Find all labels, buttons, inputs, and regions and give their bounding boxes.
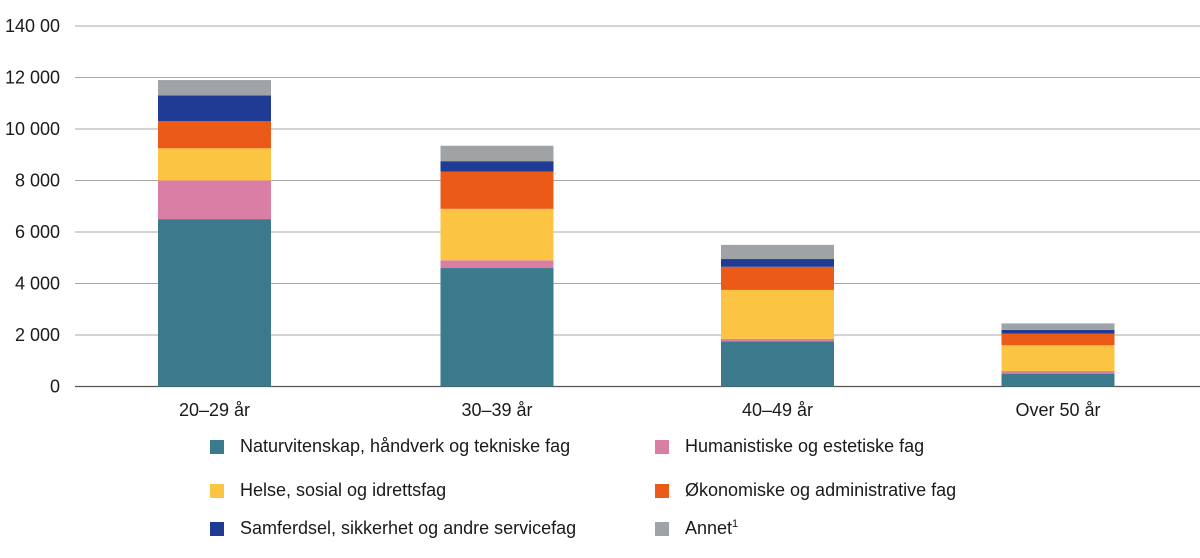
bar-segment xyxy=(158,219,271,387)
y-tick-label: 140 00 xyxy=(5,16,60,36)
legend-label: Helse, sosial og idrettsfag xyxy=(240,480,447,500)
bar-segment xyxy=(1001,329,1115,334)
bar-segment xyxy=(1001,323,1115,330)
x-tick-label: Over 50 år xyxy=(1015,400,1100,420)
bar-segment xyxy=(721,341,834,387)
bar-segment xyxy=(1001,371,1115,374)
y-tick-label: 4 000 xyxy=(15,274,60,294)
legend-item-okonomiske: Økonomiske og administrative fag xyxy=(655,480,956,501)
x-tick-label: 40–49 år xyxy=(742,400,813,420)
legend-swatch xyxy=(210,483,224,498)
y-axis-ticks: 0 2 000 4 000 6 000 8 000 10 000 12 000 140 00 xyxy=(5,16,60,397)
legend-item-helse: Helse, sosial og idrettsfag xyxy=(210,480,446,501)
bar-segment xyxy=(721,289,834,339)
legend-label: Annet1 xyxy=(685,518,738,539)
legend-swatch xyxy=(210,521,224,536)
bar-segment xyxy=(721,259,834,267)
bar-segment xyxy=(440,268,554,387)
y-tick-label: 2 000 xyxy=(15,325,60,345)
x-tick-label: 30–39 år xyxy=(461,400,532,420)
legend-label-text: Annet xyxy=(685,518,733,538)
y-tick-label: 6 000 xyxy=(15,222,60,242)
bar-segment xyxy=(158,80,271,96)
bar-segment xyxy=(440,171,554,209)
bar-segment xyxy=(1001,333,1115,346)
bar-segment xyxy=(440,145,554,162)
legend-label: Naturvitenskap, håndverk og tekniske fag xyxy=(240,436,571,456)
y-tick-label: 10 000 xyxy=(5,119,60,139)
bar-segment xyxy=(158,148,271,181)
legend-swatch xyxy=(655,483,669,498)
legend-label: Økonomiske og administrative fag xyxy=(685,480,957,500)
y-tick-label: 12 000 xyxy=(5,68,60,88)
x-axis-ticks: 20–29 år 30–39 år 40–49 år Over 50 år xyxy=(179,400,1101,420)
bars xyxy=(158,80,1115,387)
bar-segment xyxy=(721,244,834,260)
bar-segment xyxy=(1001,373,1115,387)
legend-footnote: 1 xyxy=(732,518,739,530)
bar-segment xyxy=(440,260,554,269)
legend-item-humanistiske: Humanistiske og estetiske fag xyxy=(655,436,924,457)
bar-segment xyxy=(721,338,834,342)
bar-segment xyxy=(1001,345,1115,372)
bar-segment xyxy=(158,121,271,149)
x-tick-label: 20–29 år xyxy=(179,400,250,420)
bar-segment xyxy=(440,161,554,172)
y-tick-label: 0 xyxy=(50,377,60,397)
bar-segment xyxy=(440,208,554,261)
legend-swatch xyxy=(210,439,224,454)
bar-segment xyxy=(158,95,271,122)
legend-label: Samferdsel, sikkerhet og andre servicefa… xyxy=(240,518,577,538)
legend-item-annet: Annet1 xyxy=(655,518,738,539)
legend-item-naturvitenskap: Naturvitenskap, håndverk og tekniske fag xyxy=(210,436,570,457)
legend-swatch xyxy=(655,439,669,454)
bar-segment xyxy=(158,180,271,220)
legend-item-samferdsel: Samferdsel, sikkerhet og andre servicefa… xyxy=(210,518,576,539)
bar-segment xyxy=(721,266,834,290)
legend-swatch xyxy=(655,521,669,536)
legend-label: Humanistiske og estetiske fag xyxy=(685,436,925,456)
y-tick-label: 8 000 xyxy=(15,171,60,191)
